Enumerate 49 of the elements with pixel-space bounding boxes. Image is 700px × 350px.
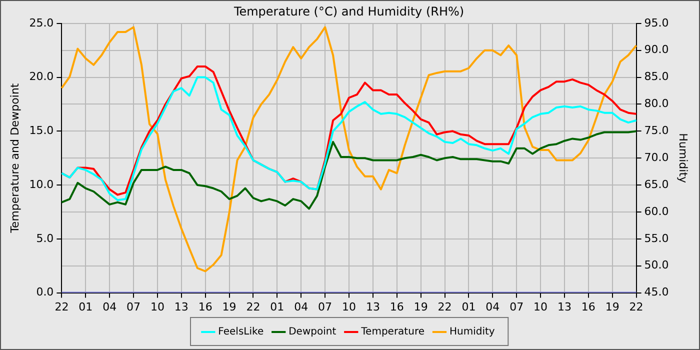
y2-tick-label: 65.0: [644, 178, 669, 191]
x-tick-label: 19: [222, 300, 236, 314]
x-tick-label: 16: [390, 300, 404, 314]
x-tick-label: 13: [174, 300, 188, 314]
x-tick-label: 10: [342, 300, 356, 314]
legend-label: FeelsLike: [218, 326, 264, 338]
x-tick-label: 13: [557, 300, 572, 314]
x-tick-label: 22: [54, 300, 69, 314]
y-tick-label: 20.0: [29, 70, 54, 84]
y-tick-label: 10.0: [29, 178, 54, 191]
x-tick-label: 16: [198, 300, 212, 314]
x-tick-label: 04: [294, 300, 308, 314]
x-tick-label: 22: [629, 300, 644, 314]
x-tick-label: 07: [318, 300, 332, 314]
x-tick-label: 04: [102, 300, 117, 314]
x-tick-label: 10: [150, 300, 164, 314]
y2-tick-label: 60.0: [644, 204, 669, 218]
y-axis-title: Temperature and Dewpoint: [8, 82, 22, 234]
y2-tick-label: 85.0: [644, 70, 669, 84]
x-tick-label: 10: [534, 300, 548, 314]
y2-tick-label: 75.0: [644, 124, 669, 138]
x-tick-label: 22: [246, 300, 260, 314]
x-tick-label: 04: [486, 300, 500, 314]
x-tick-label: 22: [438, 300, 452, 314]
y2-tick-label: 80.0: [644, 97, 669, 110]
x-tick-label: 07: [510, 300, 524, 314]
x-tick-label: 01: [462, 300, 476, 314]
legend-label: Humidity: [449, 326, 495, 338]
legend-label: Dewpoint: [288, 326, 336, 338]
x-tick-label: 19: [414, 300, 428, 314]
x-tick-label: 13: [366, 300, 380, 314]
x-tick-label: 01: [270, 300, 284, 314]
y2-tick-label: 50.0: [644, 258, 669, 272]
x-tick-label: 16: [581, 300, 596, 314]
y-tick-label: 25.0: [29, 16, 54, 30]
y2-axis-title: Humidity: [676, 133, 690, 184]
y2-tick-label: 90.0: [644, 43, 669, 56]
chart-title: Temperature (°C) and Humidity (RH%): [232, 4, 464, 18]
legend-label: Temperature: [360, 326, 424, 338]
y-tick-label: 15.0: [29, 124, 54, 138]
y-tick-label: 0.0: [36, 286, 54, 299]
y-tick-label: 5.0: [36, 232, 54, 245]
x-tick-label: 07: [126, 300, 141, 314]
x-tick-label: 19: [605, 300, 620, 314]
y2-tick-label: 95.0: [644, 16, 669, 30]
y2-tick-label: 70.0: [644, 150, 669, 164]
y2-tick-label: 45.0: [644, 286, 669, 299]
y2-tick-label: 55.0: [644, 232, 669, 245]
x-tick-label: 01: [78, 300, 93, 314]
